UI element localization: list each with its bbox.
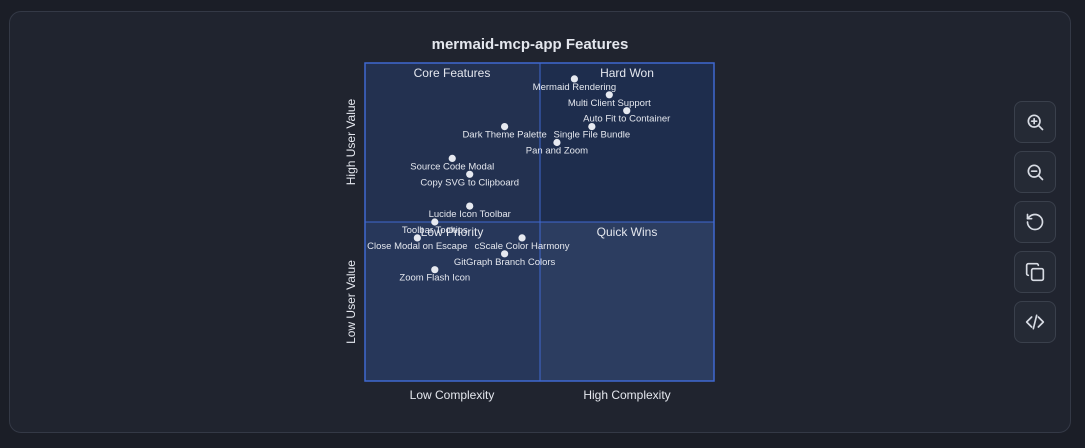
data-point-label: Pan and Zoom: [526, 146, 588, 157]
reset-icon: [1026, 213, 1044, 231]
data-point: [448, 154, 456, 162]
data-point: [413, 234, 421, 242]
y-axis-label-low: Low User Value: [344, 260, 358, 344]
copy-icon: [1025, 262, 1045, 282]
data-point-label: Dark Theme Palette: [462, 130, 546, 141]
chart-title: mermaid-mcp-app Features: [432, 36, 629, 53]
quadrant-label-top-left: Core Features: [414, 66, 491, 80]
data-point: [501, 250, 509, 258]
data-point: [605, 91, 613, 99]
data-point-label: Toolbar Tooltips: [402, 225, 468, 236]
data-point-label: Mermaid Rendering: [533, 82, 616, 93]
data-point-label: Auto Fit to Container: [583, 114, 670, 125]
y-axis-label-high: High User Value: [344, 98, 358, 185]
data-point-label: Zoom Flash Icon: [399, 273, 470, 284]
data-point: [588, 123, 596, 131]
zoom-out-button[interactable]: [1014, 151, 1056, 193]
chart-border: [364, 62, 715, 382]
data-point-label: Close Modal on Escape: [367, 241, 467, 252]
quadrant-label-bottom-left: Low Priority: [421, 225, 484, 239]
quadrant-label-bottom-right: Quick Wins: [597, 225, 658, 239]
data-point: [431, 218, 439, 226]
data-point-label: Lucide Icon Toolbar: [429, 209, 511, 220]
quadrant-top-left: [365, 63, 540, 222]
data-point-label: Single File Bundle: [554, 130, 631, 141]
data-point: [431, 266, 439, 274]
data-point-label: Source Code Modal: [410, 161, 494, 172]
data-point-label: cScale Color Harmony: [475, 241, 570, 252]
zoom-in-icon: [1027, 114, 1044, 131]
x-axis-label-high: High Complexity: [583, 388, 670, 402]
data-point: [466, 202, 474, 210]
quadrant-label-top-right: Hard Won: [600, 66, 654, 80]
zoom-out-icon: [1027, 164, 1044, 181]
data-point: [570, 75, 579, 83]
data-point: [623, 107, 631, 115]
quadrant-bottom-right: [540, 222, 714, 381]
code-icon: [1025, 314, 1045, 330]
data-point: [501, 123, 509, 131]
data-point-label: GitGraph Branch Colors: [454, 257, 556, 268]
points-layer: Mermaid Rendering Multi Client Support Aut…: [367, 75, 670, 284]
zoom-in-button[interactable]: [1014, 101, 1056, 143]
data-point: [518, 234, 526, 242]
view-code-button[interactable]: [1014, 301, 1056, 343]
diagram-toolbar: [1014, 101, 1056, 343]
x-axis-label-low: Low Complexity: [410, 388, 495, 402]
copy-button[interactable]: [1014, 251, 1056, 293]
data-point: [553, 138, 561, 147]
quadrant-top-right: [540, 63, 714, 222]
quadrant-bottom-left: [365, 222, 540, 381]
reset-button[interactable]: [1014, 201, 1056, 243]
data-point-label: Copy SVG to Clipboard: [420, 177, 519, 188]
data-point-label: Multi Client Support: [568, 98, 651, 109]
data-point: [466, 170, 474, 178]
